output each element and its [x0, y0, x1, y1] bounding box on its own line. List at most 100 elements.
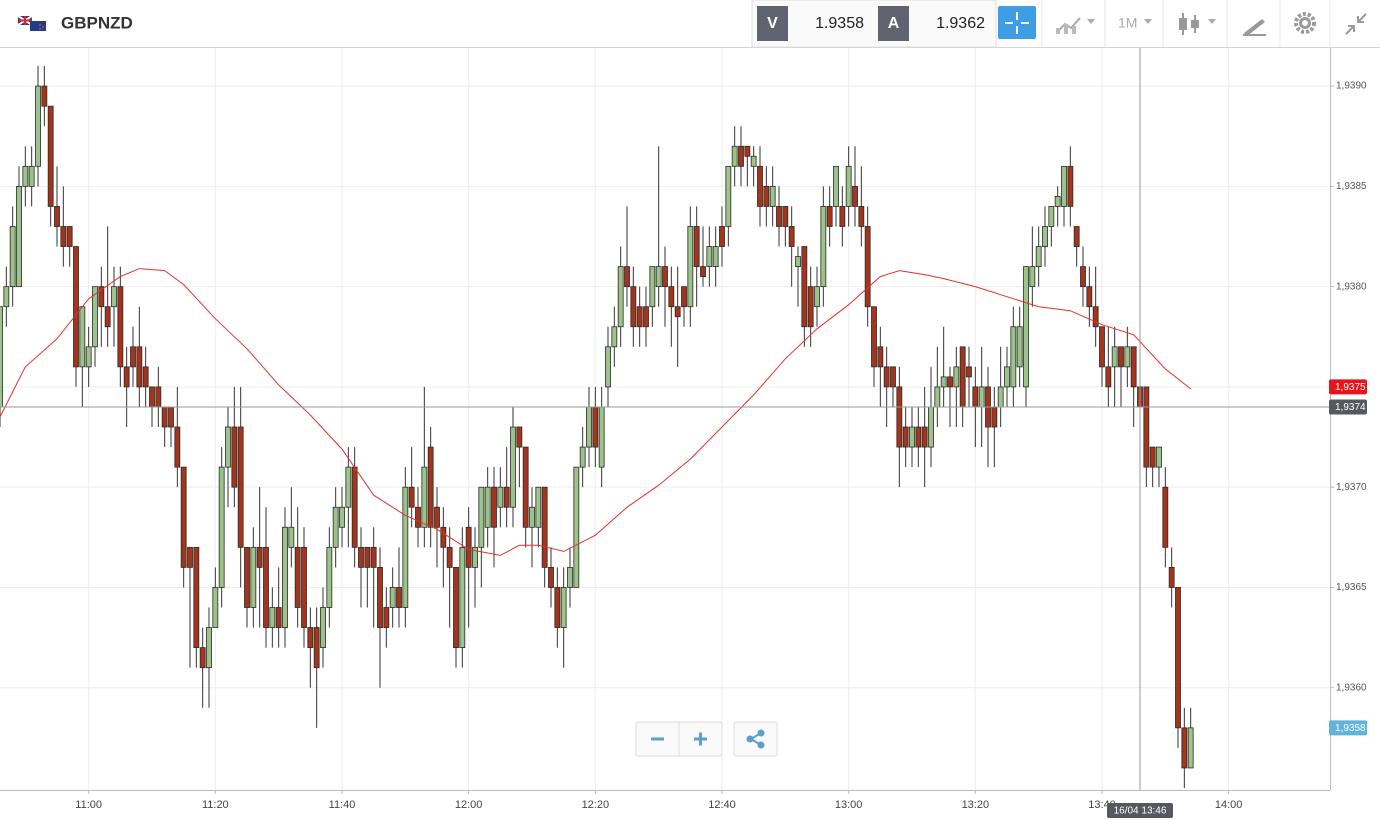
candle-body-up	[218, 466, 225, 588]
candle-body-down	[776, 206, 782, 227]
interval-dropdown[interactable]	[1144, 19, 1152, 24]
candle-body-down	[966, 366, 972, 378]
x-tick-label: 11:20	[202, 799, 229, 811]
candle-body-up	[225, 426, 231, 468]
candle-body-up	[478, 486, 485, 548]
candle-body-up	[0, 306, 3, 408]
candle-body-down	[193, 546, 200, 649]
candle-body-down	[826, 206, 833, 227]
candle-body-down	[41, 85, 48, 107]
x-tick-label: 13:00	[835, 799, 863, 811]
candle-body-up	[605, 346, 611, 388]
candle-body-down	[1181, 727, 1188, 769]
candle-body-down	[396, 587, 402, 608]
candle-body-up	[1016, 326, 1023, 368]
candle-body-down	[187, 546, 193, 568]
plot-area	[0, 48, 1330, 790]
candle-body-down	[199, 647, 206, 669]
candle-body-down	[161, 406, 168, 428]
candle-body-down	[155, 386, 162, 408]
candle-body-down	[757, 165, 763, 207]
candle-body-up	[586, 406, 592, 448]
price-badge	[1329, 379, 1367, 395]
candle-body-down	[440, 526, 447, 548]
candle-body-down	[782, 206, 789, 227]
candle-body-down	[858, 206, 865, 227]
candle-body-up	[649, 266, 656, 308]
candle-body-up	[706, 246, 713, 267]
candle-body-up	[79, 306, 86, 368]
candle-body-down	[491, 486, 497, 528]
y-tick-label: 1,9390	[1336, 81, 1367, 92]
crosshair-button[interactable]	[998, 6, 1036, 39]
x-tick-label: 11:00	[75, 799, 102, 811]
candle-body-up	[567, 567, 573, 588]
candle-body-up	[459, 546, 466, 649]
candle-body-up	[269, 607, 276, 628]
bid-badge[interactable]	[757, 6, 788, 41]
x-tick-label: 12:00	[455, 799, 483, 811]
candle-body-down	[839, 206, 846, 227]
y-tick-label: 1,9380	[1336, 281, 1367, 292]
x-tick-label: 11:40	[329, 799, 356, 811]
candle-body-down	[921, 426, 928, 448]
candle-body-up	[497, 486, 504, 508]
ask-badge[interactable]	[878, 6, 909, 41]
candle-body-up	[472, 546, 478, 568]
candle-body-up	[814, 286, 820, 308]
candle-body-up	[731, 145, 738, 167]
settings-button[interactable]	[1294, 12, 1316, 34]
candle-body-up	[288, 526, 295, 548]
candle-body-up	[35, 85, 41, 167]
candle-body-down	[130, 346, 136, 368]
candle-body-down	[98, 286, 105, 308]
collapse-button[interactable]	[1345, 13, 1367, 35]
candle-body-down	[693, 226, 700, 267]
candle-body-up	[9, 226, 16, 288]
candle-body-down	[60, 226, 67, 247]
candle-body-down	[959, 346, 966, 408]
candle-body-up	[617, 266, 624, 328]
chart-type-button[interactable]	[1056, 17, 1095, 34]
axes-layer: 1,9360 1,9365 1,9370 1,9375 1,9380 1,9385 1,93…	[75, 81, 1367, 818]
candle-body-up	[909, 426, 915, 448]
candle-body-down	[1073, 226, 1080, 247]
candle-body-up	[1029, 266, 1036, 288]
candle-body-up	[598, 406, 605, 468]
candle-body-up	[250, 546, 257, 608]
x-tick-label: 13:20	[962, 799, 990, 811]
candle-body-down	[370, 546, 377, 568]
candle-body-down	[674, 306, 681, 318]
candle-body-up	[560, 587, 567, 628]
candle-body-up	[320, 607, 326, 649]
candle-body-down	[364, 546, 371, 568]
candle-body-down	[896, 386, 903, 448]
candle-body-up	[997, 386, 1004, 408]
candle-body-down	[548, 567, 554, 588]
candle-body-up	[611, 326, 618, 348]
share-box	[733, 721, 778, 757]
candle-type-button[interactable]	[1179, 13, 1216, 35]
zoom-controls	[635, 721, 778, 757]
draw-button[interactable]	[1243, 19, 1266, 36]
candle-body-down	[256, 546, 263, 568]
candle-body-down	[636, 306, 643, 328]
interval-button[interactable]: 1M	[1118, 15, 1137, 31]
candle-body-up	[535, 486, 542, 528]
zoom-in-button[interactable]	[694, 732, 707, 746]
candle-body-up	[928, 406, 934, 448]
candle-body-up	[326, 546, 333, 608]
quote-box	[751, 0, 997, 48]
share-button[interactable]	[746, 729, 765, 749]
candle-body-up	[769, 185, 776, 207]
candle-body-down	[877, 346, 884, 368]
candle-body-down	[1149, 446, 1156, 468]
candle-body-up	[833, 165, 839, 207]
candle-body-up	[725, 165, 732, 227]
candle-body-up	[655, 266, 662, 288]
candle-body-up	[282, 526, 288, 628]
price-badge	[1329, 720, 1367, 736]
price-badge-label: 1,9358	[1335, 723, 1366, 734]
candle-body-down	[744, 145, 751, 157]
